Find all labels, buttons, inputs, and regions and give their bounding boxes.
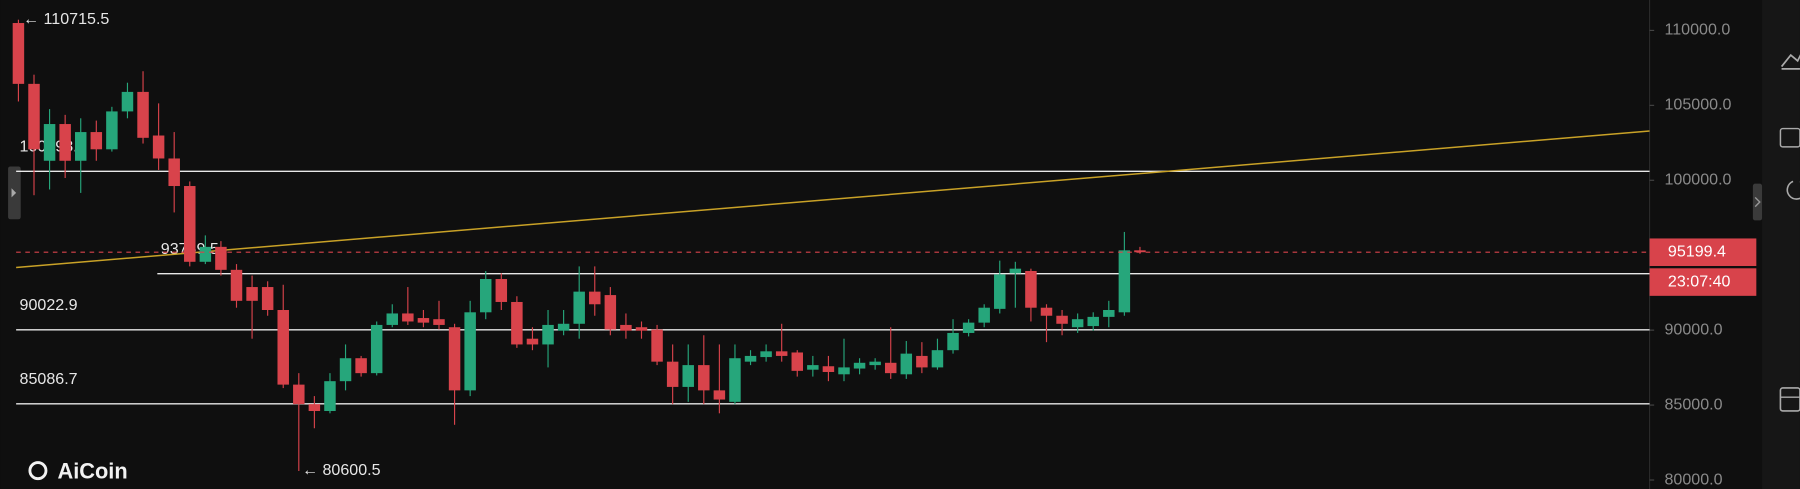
last-price-box	[1649, 238, 1757, 267]
candle-body	[152, 135, 165, 159]
candle-body	[620, 324, 632, 331]
candle-body	[448, 327, 461, 391]
candle-body	[542, 324, 554, 345]
candle-body	[698, 365, 710, 391]
toolbar-icon[interactable]	[1786, 180, 1800, 200]
candle-body	[308, 404, 321, 412]
candle-body	[713, 390, 726, 400]
candle-body	[931, 350, 944, 368]
candle-body	[682, 365, 694, 387]
candle-body	[589, 291, 601, 305]
candle-body	[479, 279, 492, 313]
candle-body	[666, 361, 679, 387]
candle-body	[464, 312, 476, 391]
candle-body	[1087, 316, 1099, 327]
candle-body	[43, 124, 56, 161]
level-label: 90022.9	[20, 296, 78, 314]
candle-body	[59, 124, 71, 161]
toolbar	[1762, 0, 1800, 489]
candle-body	[822, 366, 835, 372]
plot: 110000.0105000.0100000.095000.090000.085…	[12, 10, 1757, 488]
candle-body	[90, 132, 103, 150]
candle-body	[884, 362, 897, 374]
candle-body	[12, 23, 25, 84]
candle-body	[760, 351, 772, 358]
collapse-arrow	[1754, 196, 1761, 208]
candle-body	[495, 279, 508, 302]
y-tick-label: 105000.0	[1664, 96, 1731, 114]
candle-body	[775, 351, 788, 356]
candle-body	[370, 324, 383, 374]
candle-body	[1056, 315, 1068, 324]
level-label: 85086.7	[20, 370, 78, 388]
y-tick-label: 90000.0	[1664, 320, 1722, 338]
candle-body	[215, 246, 227, 270]
watermark: AiCoin	[57, 459, 127, 484]
last-price-label: 95199.4	[1668, 242, 1726, 260]
candle-body	[573, 291, 585, 324]
expand-arrow	[11, 188, 17, 198]
candle-body	[604, 295, 617, 330]
candle-body	[246, 287, 258, 301]
candle-body	[900, 353, 913, 375]
candle-body	[1134, 250, 1146, 253]
candle-body	[355, 358, 367, 374]
candle-body	[74, 132, 87, 161]
candle-body	[557, 323, 570, 331]
candle-body	[277, 310, 289, 385]
candle-body	[1071, 319, 1084, 328]
candle-body	[261, 287, 274, 311]
candle-body	[526, 338, 539, 345]
candle-body	[994, 274, 1006, 309]
candle-body	[916, 355, 928, 368]
countdown-box	[1649, 268, 1757, 296]
candle-body	[28, 83, 40, 150]
candle-body	[230, 269, 243, 301]
candle-body	[433, 319, 445, 325]
candle-body	[729, 358, 741, 402]
countdown-label: 23:07:40	[1668, 272, 1731, 290]
candle-body	[635, 327, 648, 331]
candle-body	[184, 186, 196, 262]
candle-body	[947, 332, 959, 351]
candle-body	[853, 362, 866, 369]
candle-body	[386, 313, 399, 325]
candle-body	[791, 352, 804, 371]
candle-body	[869, 361, 881, 366]
candle-body	[1040, 307, 1053, 316]
y-tick-label: 85000.0	[1664, 395, 1722, 413]
candle-body	[324, 381, 336, 412]
trend-line	[16, 130, 1650, 269]
candle-body	[651, 329, 663, 362]
high-annotation: ← 110715.5	[23, 10, 109, 28]
candle-body	[199, 246, 212, 262]
candle-body	[1103, 310, 1115, 317]
candle-body	[962, 322, 975, 333]
candle-body	[417, 318, 430, 323]
collapse-tab[interactable]	[1752, 183, 1763, 221]
candle-body	[838, 367, 850, 375]
candle-body	[168, 158, 180, 187]
candle-body	[1025, 270, 1037, 308]
y-tick-label: 110000.0	[1664, 21, 1730, 39]
candle-body	[293, 384, 305, 405]
y-tick-label: 80000.0	[1664, 470, 1722, 488]
candle-body	[106, 111, 118, 150]
candle-body	[137, 91, 149, 138]
candle-body	[744, 355, 757, 362]
watermark-logo	[28, 461, 48, 481]
candle-body	[121, 91, 134, 112]
candle-body	[807, 365, 819, 370]
candle-body	[1118, 250, 1131, 313]
y-tick-label: 100000.0	[1664, 171, 1731, 189]
candle-body	[1009, 268, 1022, 274]
candle-body	[511, 301, 523, 345]
candle-body	[402, 313, 414, 322]
candle-body	[339, 358, 352, 382]
candle-body	[978, 307, 990, 323]
low-annotation: ← 80600.5	[302, 461, 381, 479]
